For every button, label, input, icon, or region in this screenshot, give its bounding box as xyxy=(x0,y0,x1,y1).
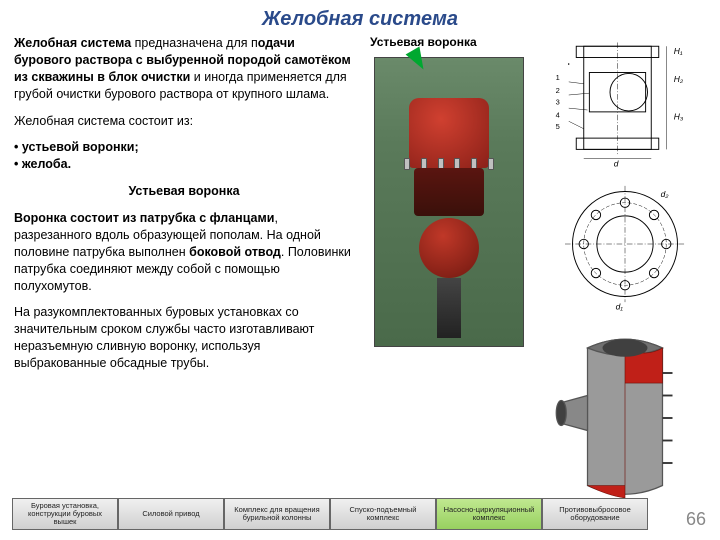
text-column: Желобная система предназначена для подач… xyxy=(14,35,354,510)
nav-item-power[interactable]: Силовой привод xyxy=(118,498,224,530)
bottom-nav: Буровая установка, конструкции буровых в… xyxy=(12,498,648,530)
cutaway-3d xyxy=(550,323,700,511)
nav-item-bop[interactable]: Противовыбросовое оборудование xyxy=(542,498,648,530)
diagram-column: 1 2 3 4 5 H₁ H₂ H₃ d d₁ d xyxy=(544,35,706,510)
subheading: Устьевая воронка xyxy=(14,183,354,200)
consists-intro: Желобная система состоит из: xyxy=(14,113,354,130)
nav-item-circulation[interactable]: Насосно-циркуляционный комплекс xyxy=(436,498,542,530)
stem xyxy=(437,278,461,338)
photo-label: Устьевая воронка xyxy=(364,35,477,49)
technical-drawing-top: 1 2 3 4 5 H₁ H₂ H₃ d xyxy=(550,35,700,176)
svg-text:H₂: H₂ xyxy=(674,74,684,84)
nav-item-rotation[interactable]: Комплекс для вращения бурильной колонны xyxy=(224,498,330,530)
technical-drawing-flange: d₁ d₂ xyxy=(550,184,700,315)
page-number: 66 xyxy=(686,509,706,530)
funnel-paragraph: Воронка состоит из патрубка с фланцами, … xyxy=(14,210,354,294)
bold-span: боковой отвод xyxy=(189,245,281,259)
svg-text:H₁: H₁ xyxy=(674,46,683,56)
svg-text:d₁: d₁ xyxy=(616,301,624,311)
svg-text:2: 2 xyxy=(556,86,560,95)
list-item: устьевой воронки; xyxy=(14,139,354,156)
intro-paragraph: Желобная система предназначена для подач… xyxy=(14,35,354,103)
svg-text:d: d xyxy=(614,158,619,168)
page-title: Желобная система xyxy=(0,0,720,35)
nav-item-hoist[interactable]: Спуско-подъемный комплекс xyxy=(330,498,436,530)
bold-span: Воронка состоит из патрубка с фланцами xyxy=(14,211,274,225)
wellhead-mid xyxy=(414,168,484,216)
components-list: устьевой воронки; желоба. xyxy=(14,139,354,173)
text-span: предназначена для п xyxy=(131,36,258,50)
equipment-photo xyxy=(374,57,524,347)
valve xyxy=(419,218,479,278)
svg-text:3: 3 xyxy=(556,97,560,106)
term: Желобная система xyxy=(14,36,131,50)
main-content: Желобная система предназначена для подач… xyxy=(0,35,720,510)
svg-text:1: 1 xyxy=(556,73,560,82)
svg-text:d₂: d₂ xyxy=(661,189,670,199)
nav-item-rig[interactable]: Буровая установка, конструкции буровых в… xyxy=(12,498,118,530)
photo-column: Устьевая воронка xyxy=(364,35,534,510)
note-paragraph: На разукомплектованных буровых установка… xyxy=(14,304,354,372)
list-item: желоба. xyxy=(14,156,354,173)
svg-text:4: 4 xyxy=(556,111,560,120)
svg-text:5: 5 xyxy=(556,122,560,131)
svg-text:H₃: H₃ xyxy=(674,111,684,121)
